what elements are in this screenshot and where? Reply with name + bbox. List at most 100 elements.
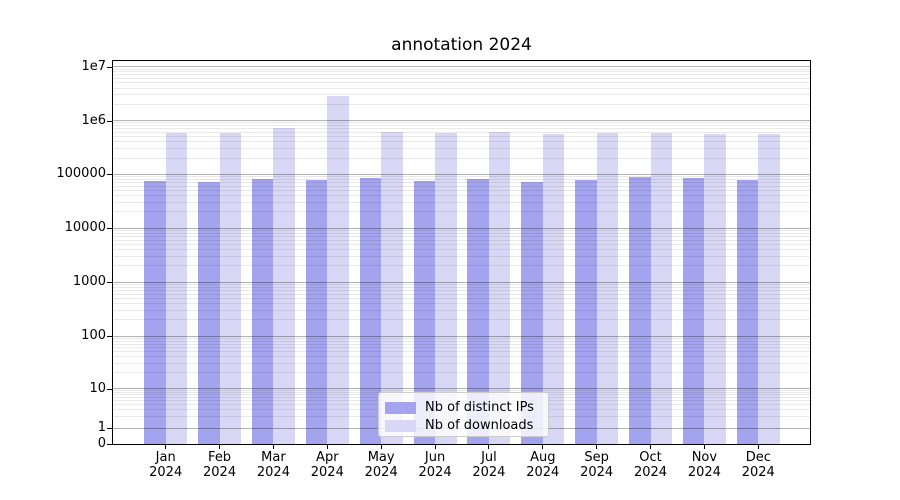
bar-downloads-Apr [327, 96, 349, 444]
bar-downloads-Dec [758, 133, 780, 444]
legend-swatch-distinct-ips [385, 401, 416, 414]
bar-distinct-ips-Feb [198, 181, 220, 444]
legend-item-distinct-ips: Nb of distinct IPs [385, 399, 542, 416]
chart-title: annotation 2024 [391, 35, 532, 55]
x-tick-month: Apr [316, 450, 339, 465]
minor-gridline [113, 211, 810, 213]
minor-gridline [113, 243, 810, 245]
major-gridline [113, 388, 810, 389]
minor-gridline [113, 239, 810, 241]
x-tick-year: 2024 [580, 464, 614, 480]
minor-gridline [113, 372, 810, 374]
x-tick-month: Dec [745, 450, 771, 465]
minor-gridline [113, 303, 810, 305]
x-tick-mark [219, 445, 221, 449]
minor-gridline [113, 343, 810, 345]
bar-distinct-ips-Apr [305, 180, 328, 444]
minor-gridline [113, 347, 810, 349]
minor-gridline [113, 87, 810, 89]
bar-distinct-ips-Oct [629, 177, 651, 444]
x-tick-mark [596, 445, 598, 449]
x-tick-mark [165, 445, 167, 449]
y-tick-mark [107, 120, 112, 122]
minor-gridline [113, 125, 810, 127]
y-tick-label: 1 [97, 420, 106, 435]
y-tick-mark [107, 444, 112, 445]
y-tick-mark [107, 174, 112, 176]
x-tick-mark [542, 445, 544, 449]
y-tick-mark [107, 336, 112, 337]
legend-item-downloads: Nb of downloads [385, 417, 542, 434]
y-tick-mark [107, 228, 112, 230]
x-tick-mark [380, 445, 382, 449]
x-tick-label: Jun 2024 [403, 450, 467, 480]
x-tick-month: Oct [639, 450, 662, 465]
y-tick-label: 100000 [56, 166, 106, 182]
x-tick-mark [488, 445, 490, 449]
minor-gridline [113, 362, 810, 364]
bar-downloads-Feb [219, 133, 242, 444]
y-tick-label: 100 [81, 328, 106, 343]
x-tick-label: Apr 2024 [295, 450, 359, 480]
x-tick-month: Jun [424, 450, 446, 465]
x-tick-month: Jul [481, 450, 497, 465]
y-tick-label: 1e6 [81, 112, 106, 128]
bar-downloads-Nov [704, 134, 726, 444]
y-tick-label: 0 [97, 436, 106, 451]
minor-gridline [113, 74, 810, 76]
x-tick-mark [272, 445, 274, 449]
bar-distinct-ips-May [359, 178, 382, 444]
minor-gridline [113, 189, 810, 191]
legend-label-downloads: Nb of downloads [425, 418, 534, 433]
minor-gridline [113, 297, 810, 299]
legend: Nb of distinct IPs Nb of downloads [378, 392, 549, 437]
x-tick-year: 2024 [418, 464, 452, 480]
bar-distinct-ips-Mar [251, 179, 274, 444]
x-tick-mark [650, 445, 652, 449]
bar-distinct-ips-Dec [736, 179, 759, 444]
minor-gridline [113, 356, 810, 358]
x-tick-year: 2024 [149, 464, 183, 480]
bar-downloads-Mar [273, 127, 295, 444]
major-gridline [113, 173, 810, 175]
minor-gridline [113, 78, 810, 80]
x-tick-mark [703, 445, 705, 449]
minor-gridline [113, 82, 810, 84]
y-tick-label: 1e7 [81, 58, 106, 74]
y-tick-mark [107, 388, 112, 390]
x-tick-month: Jan [155, 450, 176, 465]
y-tick-label: 1000 [72, 274, 106, 290]
minor-gridline [113, 71, 810, 73]
bar-downloads-Jun [435, 132, 457, 444]
minor-gridline [113, 176, 810, 178]
minor-gridline [113, 94, 810, 96]
bar-distinct-ips-Jan [144, 181, 166, 444]
bar-distinct-ips-Jul [467, 179, 489, 444]
minor-gridline [113, 290, 810, 292]
y-tick-mark [107, 282, 112, 284]
y-tick-label: 10 [89, 380, 106, 396]
x-tick-label: May 2024 [349, 450, 413, 480]
minor-gridline [113, 337, 810, 339]
x-tick-year: 2024 [472, 464, 506, 480]
legend-label-distinct-ips: Nb of distinct IPs [425, 400, 534, 415]
minor-gridline [113, 131, 810, 133]
x-tick-month: Sep [584, 450, 609, 465]
x-tick-year: 2024 [203, 464, 237, 480]
minor-gridline [113, 309, 810, 311]
y-tick-mark [107, 428, 112, 429]
major-gridline [113, 120, 810, 121]
x-tick-label: Aug 2024 [511, 450, 575, 480]
minor-gridline [113, 68, 810, 70]
major-gridline [113, 335, 810, 337]
x-tick-label: Nov 2024 [672, 450, 736, 480]
x-tick-mark [434, 445, 436, 449]
minor-gridline [113, 141, 810, 143]
x-tick-year: 2024 [364, 464, 398, 480]
minor-gridline [113, 136, 810, 138]
minor-gridline [113, 128, 810, 130]
plot-area [112, 60, 811, 445]
minor-gridline [113, 265, 810, 267]
minor-gridline [113, 232, 810, 234]
x-tick-month: Feb [208, 450, 232, 465]
